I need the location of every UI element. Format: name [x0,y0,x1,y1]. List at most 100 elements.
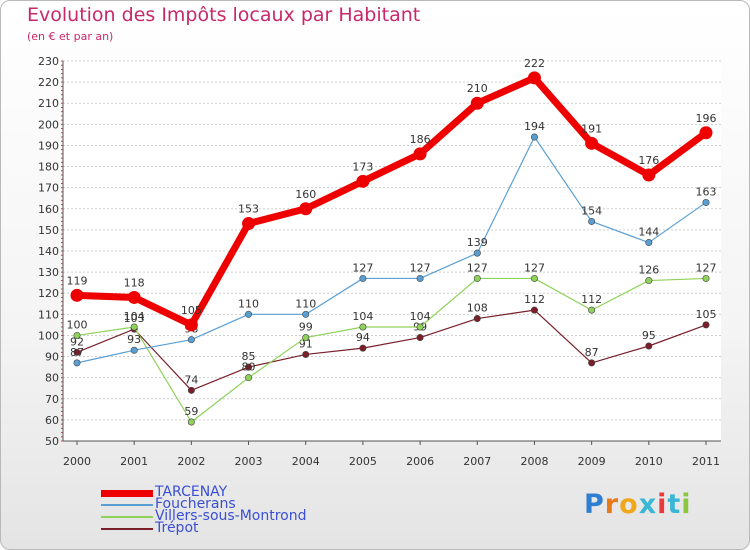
data-point [302,334,310,342]
data-label: 186 [410,133,431,146]
data-point [416,323,424,331]
data-label: 127 [524,261,545,274]
y-tick-label: 150 [38,224,59,237]
data-label: 139 [467,236,488,249]
data-label: 194 [524,120,545,133]
data-point [359,274,367,282]
legend-swatch [101,504,153,506]
data-point [242,217,256,231]
data-point [187,418,195,426]
x-tick-label: 2004 [292,455,320,468]
data-point [645,239,653,247]
data-label: 80 [242,361,256,374]
data-label: 196 [696,112,717,125]
chart-legend: TARCENAY Foucherans Villers-sous-Montrond T… [101,484,361,536]
y-tick-label: 130 [38,266,59,279]
x-tick-label: 2003 [235,455,263,468]
y-tick-label: 230 [38,55,59,68]
data-label: 176 [638,154,659,167]
data-point [530,306,538,314]
chart-title: Evolution des Impôts locaux par Habitant [27,4,421,26]
y-tick-label: 170 [38,182,59,195]
data-label: 127 [410,261,431,274]
logo-letter: t [667,489,682,520]
legend-swatch [101,528,153,530]
data-point [302,310,310,318]
x-tick-label: 2007 [463,455,491,468]
data-point [356,174,370,188]
logo-letter: P [584,489,605,520]
data-point [187,386,195,394]
y-tick-label: 140 [38,245,59,258]
x-tick-label: 2009 [578,455,606,468]
x-tick-label: 2001 [120,455,148,468]
series-line [76,309,707,391]
data-point [70,288,84,302]
y-tick-label: 190 [38,139,59,152]
legend-item: Foucherans [101,496,361,512]
legend-item: Villers-sous-Montrond [101,508,361,524]
proxiti-logo: Proxiti [584,489,692,520]
data-point [245,374,253,382]
data-point [588,217,596,225]
x-tick-label: 2000 [63,455,91,468]
logo-letter: i [657,489,668,520]
data-point [73,359,81,367]
data-point [585,136,599,150]
legend-label: TARCENAY [155,484,228,500]
data-point [187,336,195,344]
data-point [702,274,710,282]
data-label: 94 [356,331,370,344]
legend-swatch [101,516,153,518]
data-label: 110 [295,297,316,310]
data-label: 104 [410,310,431,323]
data-label: 118 [124,276,145,289]
y-tick-label: 60 [45,414,59,427]
logo-letter: i [681,489,692,520]
data-label: 112 [524,293,545,306]
data-point [702,321,710,329]
data-point [473,315,481,323]
data-label: 127 [352,261,373,274]
y-tick-label: 160 [38,203,59,216]
y-tick-label: 90 [45,351,59,364]
y-tick-label: 180 [38,161,59,174]
data-label: 104 [352,310,373,323]
data-label: 87 [70,346,84,359]
series-line [76,277,707,423]
data-label: 100 [67,318,88,331]
data-point [299,202,313,216]
data-label: 85 [242,350,256,363]
data-point [473,249,481,257]
x-tick-label: 2010 [635,455,663,468]
data-point [127,290,141,304]
data-point [130,323,138,331]
series-line [73,74,710,329]
data-label: 222 [524,57,545,70]
data-label: 99 [299,321,313,334]
data-point [588,359,596,367]
y-tick-label: 220 [38,76,59,89]
legend-label: Trépot [155,520,199,536]
legend-item: Trépot [101,520,361,536]
legend-label: Villers-sous-Montrond [155,508,307,524]
data-label: 210 [467,82,488,95]
data-point [530,274,538,282]
x-tick-label: 2008 [520,455,548,468]
data-label: 74 [184,373,198,386]
data-label: 173 [352,160,373,173]
data-point [645,277,653,285]
data-label: 153 [238,203,259,216]
y-tick-label: 120 [38,287,59,300]
data-label: 92 [70,335,84,348]
data-label: 93 [127,333,141,346]
data-point [413,147,427,161]
data-point [588,306,596,314]
data-label: 110 [238,297,259,310]
data-label: 127 [696,261,717,274]
data-label: 105 [696,308,717,321]
data-label: 105 [181,304,202,317]
data-point [527,71,541,85]
series-line [76,136,707,364]
data-point [473,274,481,282]
